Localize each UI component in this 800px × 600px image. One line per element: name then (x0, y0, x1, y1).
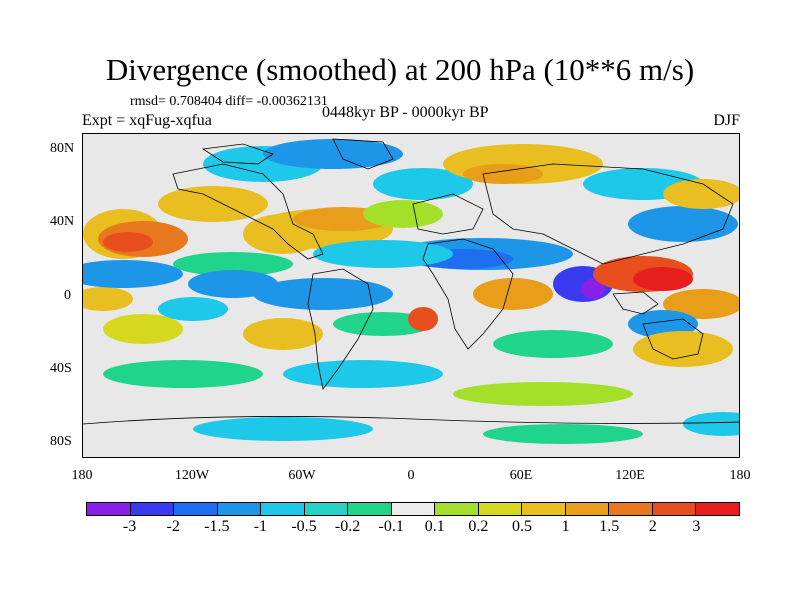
colorbar-swatch (391, 503, 436, 515)
colorbar-swatch (478, 503, 523, 515)
colorbar-label: -0.1 (378, 518, 404, 535)
colorbar-swatch (348, 503, 392, 515)
lon-label-120e: 120E (615, 468, 645, 483)
lon-label-180w: 180 (71, 468, 93, 483)
lat-label-40s: 40S (50, 361, 72, 376)
colorbar-label: -1 (253, 518, 268, 535)
lon-label-60w: 60W (288, 468, 316, 483)
lat-label-80s: 80S (50, 434, 72, 449)
lon-label-0: 0 (407, 468, 415, 483)
lat-label-40n: 40N (50, 214, 75, 229)
colorbar-label: 1.5 (599, 518, 620, 535)
colorbar-swatch (261, 503, 305, 515)
colorbar-label: -2 (166, 518, 180, 535)
lat-label-80n: 80N (50, 141, 75, 156)
divergence-map (82, 133, 740, 458)
colorbar (86, 502, 740, 516)
colorbar-label: 0.1 (424, 518, 445, 535)
colorbar-label: -0.2 (334, 518, 361, 535)
lon-label-180e: 180 (729, 468, 751, 483)
field-blobs (83, 139, 739, 444)
colorbar-label: 0.2 (468, 518, 489, 535)
colorbar-label: -3 (122, 518, 137, 535)
lat-label-eq: 0 (64, 288, 71, 303)
colorbar-swatch (130, 503, 175, 515)
colorbar-label: -1.5 (204, 518, 230, 535)
colorbar-label: -0.5 (291, 518, 317, 535)
colorbar-swatch (522, 503, 566, 515)
colorbar-swatch (174, 503, 218, 515)
colorbar-swatch (435, 503, 479, 515)
colorbar-label: 3 (692, 518, 701, 535)
experiment-label: Expt = xqFug-xqfua (82, 112, 212, 129)
colorbar-swatch (696, 503, 739, 515)
lon-label-120w: 120W (174, 468, 210, 483)
map-canvas (83, 134, 739, 457)
colorbar-label: 1 (561, 518, 570, 535)
period-label: 0448kyr BP - 0000kyr BP (322, 104, 489, 121)
stats-text: rmsd= 0.708404 diff= -0.00362131 (130, 94, 328, 109)
coastlines (83, 138, 739, 425)
colorbar-swatch (609, 503, 653, 515)
colorbar-label: 2 (648, 518, 657, 535)
lon-label-60e: 60E (509, 468, 533, 483)
colorbar-swatch (304, 503, 349, 515)
colorbar-swatch (217, 503, 262, 515)
chart-title: Divergence (smoothed) at 200 hPa (10**6 … (105, 52, 695, 87)
colorbar-swatch (87, 503, 131, 515)
colorbar-label: 0.5 (512, 518, 532, 535)
season-label: DJF (713, 112, 740, 129)
colorbar-swatch (565, 503, 610, 515)
colorbar-swatch (652, 503, 697, 515)
